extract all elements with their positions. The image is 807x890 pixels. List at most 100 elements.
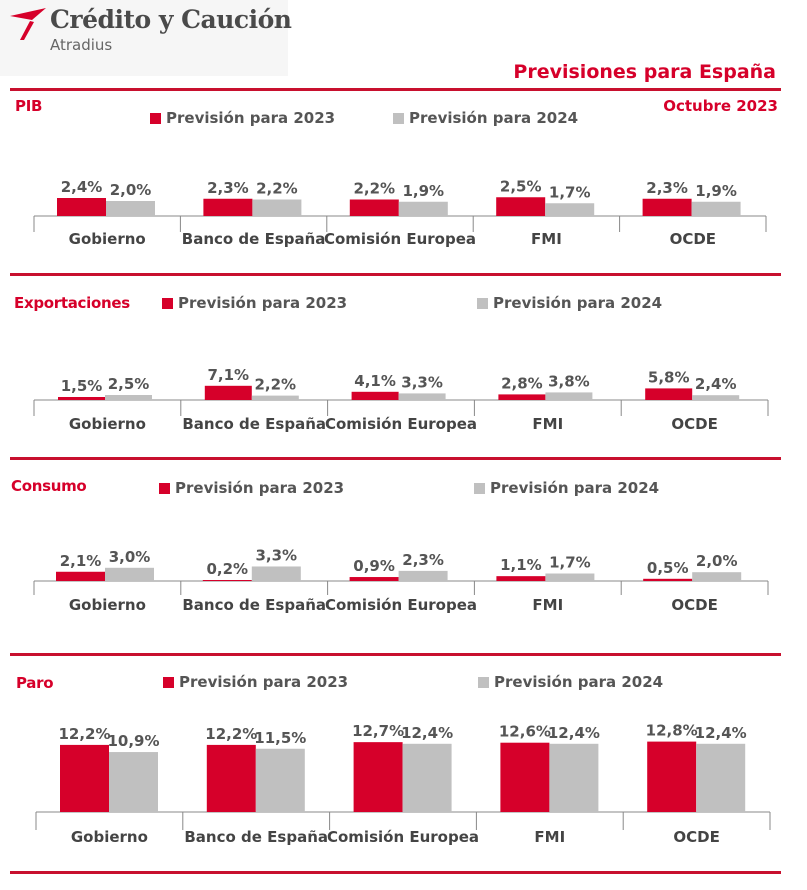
bar-2024 — [545, 203, 595, 216]
data-label-2024: 1,9% — [695, 182, 737, 200]
data-label-2024: 2,0% — [696, 552, 738, 570]
divider-1 — [10, 273, 781, 276]
data-label-2023: 2,2% — [353, 180, 395, 198]
category-label: Comisión Europea — [325, 596, 477, 614]
data-label-2024: 1,7% — [549, 554, 591, 572]
bar-2024 — [109, 752, 158, 812]
bar-2023 — [496, 197, 546, 216]
category-label: Gobierno — [69, 596, 146, 614]
legend-label-2023: Previsión para 2023 — [179, 673, 349, 691]
legend-2023-exportaciones: Previsión para 2023 — [162, 294, 347, 312]
data-label-2023: 12,2% — [205, 725, 257, 743]
data-label-2023: 0,5% — [647, 559, 689, 577]
bar-2023 — [647, 741, 697, 812]
legend-swatch-2023 — [150, 113, 161, 124]
bar-2023 — [349, 577, 399, 581]
legend-2024-paro: Previsión para 2024 — [478, 673, 663, 691]
legend-label-2024: Previsión para 2024 — [490, 479, 660, 497]
legend-label-2024: Previsión para 2024 — [493, 294, 663, 312]
panel-title-paro: Paro — [16, 674, 54, 692]
data-label-2024: 1,7% — [549, 183, 591, 201]
category-label: Comisión Europea — [324, 230, 476, 248]
data-label-2024: 2,2% — [256, 180, 298, 198]
bar-2024 — [251, 395, 299, 400]
divider-bottom — [10, 871, 781, 874]
category-label: OCDE — [670, 230, 716, 248]
bar-2024 — [545, 392, 593, 400]
category-label: OCDE — [671, 415, 717, 433]
data-label-2024: 12,4% — [401, 724, 453, 742]
category-label: OCDE — [673, 828, 719, 846]
data-label-2024: 2,4% — [695, 375, 737, 393]
category-label: Banco de España — [182, 415, 326, 433]
bar-2023 — [57, 198, 106, 216]
data-label-2023: 5,8% — [648, 368, 690, 386]
legend-swatch-2024 — [474, 483, 485, 494]
bar-2024 — [255, 748, 305, 812]
divider-2 — [10, 457, 781, 460]
legend-swatch-2024 — [477, 298, 488, 309]
data-label-2023: 4,1% — [354, 372, 396, 390]
data-label-2024: 3,0% — [109, 548, 151, 566]
atradius-logo-icon — [10, 8, 46, 40]
data-label-2023: 12,6% — [499, 723, 551, 741]
bar-2023 — [500, 742, 550, 812]
data-label-2024: 2,5% — [108, 375, 150, 393]
bar-2024 — [692, 395, 740, 400]
bar-2023 — [206, 744, 256, 812]
data-label-2024: 1,9% — [402, 182, 444, 200]
data-label-2024: 3,3% — [255, 546, 297, 564]
bar-2023 — [496, 576, 546, 581]
data-label-2023: 12,8% — [646, 722, 698, 740]
bar-2024 — [696, 743, 746, 812]
data-label-2023: 2,3% — [207, 179, 249, 197]
category-label: FMI — [531, 230, 562, 248]
legend-swatch-2023 — [163, 677, 174, 688]
legend-2023-consumo: Previsión para 2023 — [159, 479, 344, 497]
bar-2024 — [691, 201, 741, 216]
bar-2023 — [202, 580, 252, 581]
brand-sub: Atradius — [50, 36, 113, 54]
bar-2023 — [56, 571, 105, 581]
legend-label-2024: Previsión para 2024 — [409, 109, 579, 127]
data-label-2024: 3,3% — [401, 373, 443, 391]
legend-label-2024: Previsión para 2024 — [494, 673, 664, 691]
data-label-2023: 2,1% — [60, 552, 102, 570]
brand-name: Crédito y Caución — [50, 5, 292, 34]
category-label: Comisión Europea — [327, 828, 479, 846]
data-label-2023: 0,9% — [353, 557, 395, 575]
category-label: FMI — [534, 828, 565, 846]
bar-2024 — [549, 743, 599, 812]
data-label-2024: 10,9% — [107, 732, 159, 750]
data-label-2023: 1,5% — [61, 377, 103, 395]
legend-label-2023: Previsión para 2023 — [178, 294, 348, 312]
bar-2024 — [105, 567, 154, 581]
data-label-2024: 2,3% — [402, 551, 444, 569]
category-label: FMI — [532, 596, 563, 614]
brand-logo: Crédito y Caución Atradius — [0, 0, 292, 76]
legend-2023-paro: Previsión para 2023 — [163, 673, 348, 691]
data-label-2023: 2,8% — [501, 374, 543, 392]
legend-2024-pib: Previsión para 2024 — [393, 109, 578, 127]
divider-top — [10, 88, 781, 91]
legend-label-2023: Previsión para 2023 — [166, 109, 336, 127]
bar-2023 — [353, 742, 403, 812]
bar-2024 — [251, 566, 301, 581]
data-label-2023: 12,7% — [352, 722, 404, 740]
legend-swatch-2024 — [478, 677, 489, 688]
category-label: Gobierno — [69, 415, 146, 433]
bar-2024 — [106, 201, 155, 216]
category-label: Comisión Europea — [325, 415, 477, 433]
data-label-2024: 2,0% — [110, 181, 152, 199]
data-label-2024: 12,4% — [695, 724, 747, 742]
legend-swatch-2024 — [393, 113, 404, 124]
legend-swatch-2023 — [162, 298, 173, 309]
data-label-2023: 2,5% — [500, 177, 542, 195]
bar-2023 — [642, 198, 692, 216]
divider-3 — [10, 653, 781, 656]
legend-2024-consumo: Previsión para 2024 — [474, 479, 659, 497]
data-label-2024: 3,8% — [548, 372, 590, 390]
bar-2023 — [349, 199, 399, 216]
bar-2024 — [398, 570, 448, 581]
